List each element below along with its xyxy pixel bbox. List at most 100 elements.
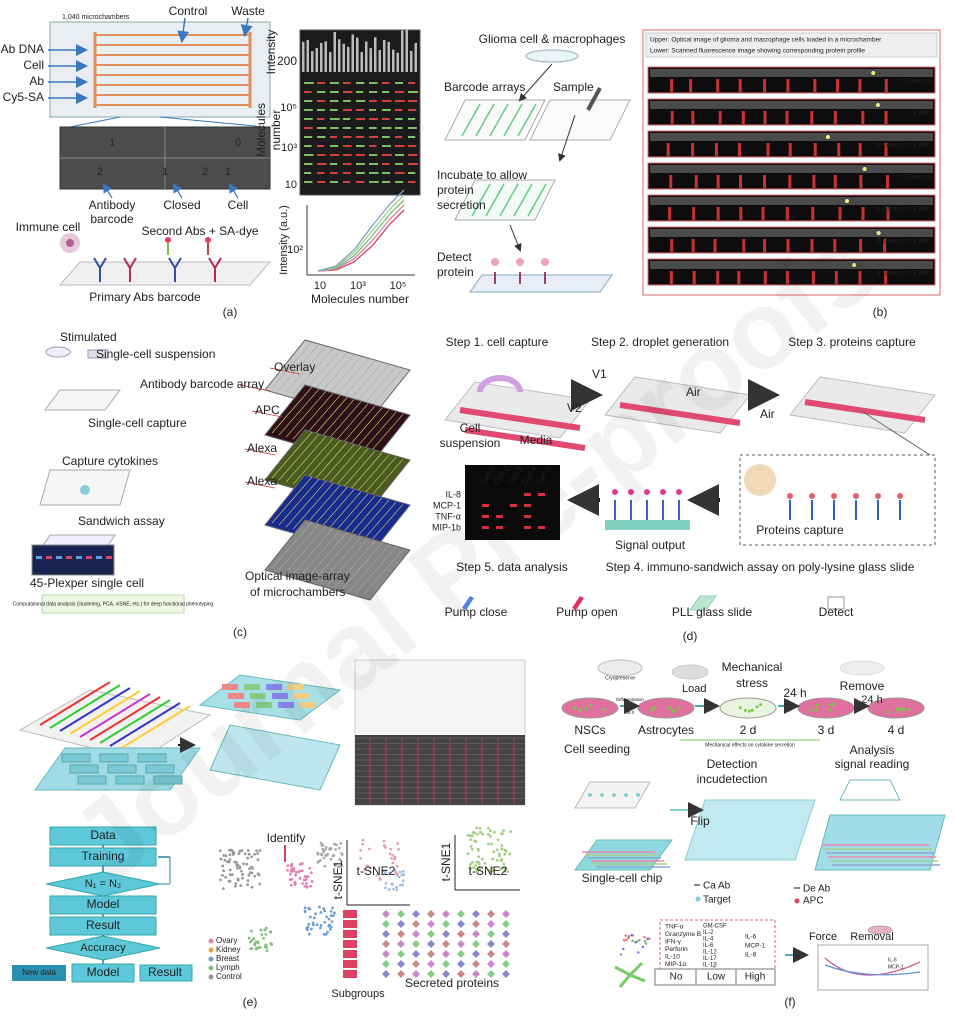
label: Mechanical effects on cytokine secretion — [705, 742, 795, 748]
cell-point — [401, 883, 405, 887]
flow-box — [12, 965, 66, 981]
chamber — [266, 684, 282, 690]
spot — [356, 172, 365, 174]
violin — [472, 940, 480, 948]
label: Ab DNA — [1, 42, 44, 56]
spot — [317, 163, 327, 165]
cell-point — [477, 855, 481, 859]
spot — [382, 136, 390, 138]
violin — [487, 950, 495, 958]
cell-dot — [852, 263, 857, 267]
label: Overlay — [274, 360, 315, 374]
zoom-line — [159, 116, 266, 128]
label: 1,040 microchambers — [62, 14, 130, 21]
protein-band — [883, 239, 887, 252]
particle — [643, 939, 647, 943]
cell-point — [301, 882, 304, 885]
violin — [502, 920, 510, 928]
particle — [631, 939, 634, 943]
label: Differentiation — [616, 697, 644, 702]
violin — [412, 920, 420, 928]
spot — [395, 154, 404, 156]
violin — [472, 930, 480, 938]
dye — [676, 489, 682, 495]
label: Glioma cell & macrophages — [479, 32, 626, 46]
legend-dot — [208, 938, 214, 944]
protein-band — [691, 111, 695, 124]
cell-point — [228, 868, 232, 872]
cell-point — [236, 863, 240, 867]
dish — [867, 925, 893, 935]
violin — [427, 940, 435, 948]
protein-band — [742, 239, 746, 252]
cell-point — [471, 834, 474, 838]
cell-point — [306, 925, 310, 929]
curve — [824, 964, 921, 976]
legend-pump-open — [572, 596, 584, 610]
cell-point — [322, 856, 326, 860]
protein-band — [689, 79, 693, 92]
spot — [395, 136, 403, 138]
cell-point — [319, 853, 323, 856]
protein-band — [884, 79, 888, 92]
violin — [427, 960, 435, 968]
cell — [814, 708, 818, 712]
intensity-spike — [333, 32, 336, 72]
barcode-line — [49, 684, 121, 729]
label: 10 — [314, 280, 326, 292]
cell — [750, 708, 754, 712]
protein-band — [885, 175, 889, 188]
label: Sandwich assay — [78, 514, 165, 528]
cell-point — [316, 851, 320, 855]
label: GM-CSF — [703, 924, 727, 930]
intensity-spike — [387, 41, 390, 72]
spot — [395, 82, 404, 84]
pointer — [251, 410, 283, 418]
label: Antibody — [89, 198, 136, 212]
protein — [875, 493, 881, 499]
label: V1 — [592, 367, 607, 381]
cell-point — [329, 925, 333, 929]
cell-point — [263, 928, 267, 932]
pump-valve — [804, 399, 926, 423]
violin — [427, 950, 435, 958]
cell-point — [395, 885, 399, 889]
cell-point — [324, 848, 327, 852]
cell-point — [327, 917, 331, 921]
cell-point — [503, 852, 507, 856]
cell-point — [315, 923, 319, 927]
protein-band — [766, 143, 770, 156]
subgroup — [343, 930, 357, 938]
antibody — [123, 257, 131, 269]
cell-point — [319, 858, 322, 862]
label: De Ab — [803, 884, 831, 895]
label: Proteins capture — [756, 523, 844, 537]
label: Closed — [163, 198, 200, 212]
spot — [304, 127, 313, 129]
label: IL-1β — [703, 963, 717, 969]
violin — [382, 950, 390, 958]
optical-image — [650, 133, 933, 141]
label: 45-Plexper single cell — [30, 576, 144, 590]
violin — [412, 910, 420, 918]
spot — [317, 91, 326, 93]
well — [588, 793, 592, 797]
cell-point — [496, 838, 500, 842]
cell-point — [241, 873, 245, 876]
spot — [86, 556, 92, 559]
barcode-line — [89, 696, 161, 741]
violin — [457, 920, 465, 928]
cell-point — [502, 862, 506, 866]
cell-point — [256, 941, 260, 945]
cell-point — [225, 860, 229, 864]
barcode-line — [79, 693, 151, 738]
cell-point — [300, 869, 304, 873]
label: Cy5-SA — [3, 90, 44, 104]
grid — [271, 521, 313, 569]
spot — [408, 181, 416, 183]
cell-point — [478, 866, 482, 870]
protein-band — [785, 207, 789, 220]
cell-point — [397, 875, 401, 879]
protein-band — [861, 111, 865, 124]
cell-point — [501, 832, 504, 836]
